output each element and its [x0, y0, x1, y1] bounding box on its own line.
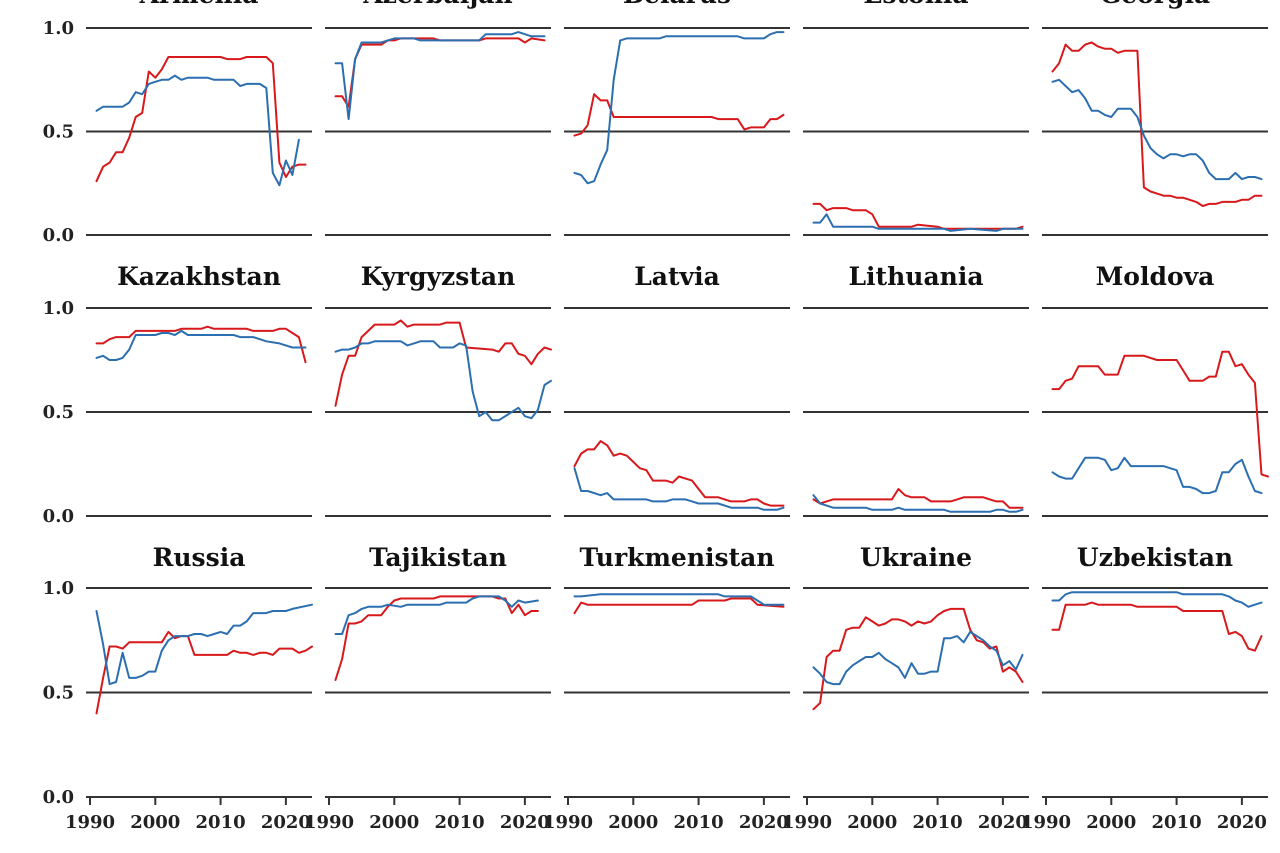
- y-tick-label: 0.0: [43, 225, 74, 246]
- panel-kazakhstan: 0.0 0.5 1.0 Kazakhstan: [43, 262, 312, 527]
- series-line-blue: [812, 630, 1024, 686]
- series-line-blue: [334, 340, 552, 422]
- series-line-red: [334, 319, 552, 407]
- panel-title: Moldova: [1096, 262, 1215, 291]
- series-line-blue: [334, 31, 546, 121]
- x-tick-label: 1990: [1021, 812, 1071, 833]
- series-line-blue: [95, 329, 307, 361]
- panel-georgia: Georgia: [1042, 0, 1268, 236]
- x-tick-label: 2010: [674, 812, 724, 833]
- series-line-blue: [95, 74, 300, 187]
- y-tick-label: 0.5: [43, 402, 74, 423]
- panel-russia: 0.0 0.5 1.0 Russia 1990 2000 2010 2020: [43, 543, 313, 833]
- x-tick-label: 2020: [261, 812, 311, 833]
- series-line-red: [573, 93, 785, 137]
- series-line-blue: [1051, 456, 1263, 495]
- series-line-red: [1051, 350, 1269, 478]
- x-tick-label: 2010: [913, 812, 963, 833]
- series-line-blue: [1051, 591, 1263, 608]
- panel-lithuania: Lithuania: [803, 262, 1029, 517]
- y-tick-label: 0.0: [43, 506, 74, 527]
- y-tick-label: 1.0: [43, 578, 74, 599]
- panel-title: Uzbekistan: [1077, 543, 1233, 572]
- y-tick-label: 1.0: [43, 298, 74, 319]
- x-tick-label: 2000: [608, 812, 658, 833]
- y-tick-label: 1.0: [43, 18, 74, 39]
- series-line-red: [95, 630, 313, 715]
- panel-latvia: Latvia: [564, 262, 790, 517]
- panel-armenia: 0.0 0.5 1.0 Armenia: [43, 0, 312, 246]
- series-line-blue: [334, 595, 539, 635]
- panel-title: Georgia: [1100, 0, 1210, 9]
- x-tick-label: 1990: [782, 812, 832, 833]
- x-tick-label: 2000: [1086, 812, 1136, 833]
- panel-title: Turkmenistan: [579, 543, 774, 572]
- panel-title: Kyrgyzstan: [361, 262, 516, 291]
- series-line-red: [812, 488, 1024, 509]
- y-tick-label: 0.5: [43, 683, 74, 704]
- series-line-blue: [573, 31, 785, 185]
- panel-moldova: Moldova: [1042, 262, 1269, 517]
- x-tick-label: 2000: [130, 812, 180, 833]
- series-line-blue: [95, 603, 313, 686]
- panel-estonia: Estonia: [803, 0, 1029, 236]
- series-line-red: [95, 325, 307, 364]
- x-tick-label: 2000: [847, 812, 897, 833]
- series-line-red: [573, 597, 785, 615]
- series-line-blue: [812, 494, 1024, 513]
- series-line-red: [1051, 41, 1263, 207]
- x-tick-label: 2020: [1217, 812, 1267, 833]
- series-line-red: [573, 440, 785, 507]
- series-line-blue: [812, 213, 1024, 232]
- panel-title: Tajikistan: [369, 543, 507, 572]
- series-line-blue: [1051, 78, 1263, 181]
- x-tick-label: 2010: [196, 812, 246, 833]
- x-tick-label: 2020: [739, 812, 789, 833]
- x-tick-label: 1990: [543, 812, 593, 833]
- x-tick-label: 1990: [65, 812, 115, 833]
- x-tick-label: 2020: [978, 812, 1028, 833]
- y-tick-label: 0.5: [43, 122, 74, 143]
- panel-kyrgyzstan: Kyrgyzstan: [325, 262, 552, 517]
- x-tick-label: 2010: [1152, 812, 1202, 833]
- panel-turkmenistan: Turkmenistan 1990 2000 2010 2020: [543, 543, 790, 833]
- panel-title: Armenia: [139, 0, 259, 9]
- panel-azerbaijan: Azerbaijan: [325, 0, 551, 236]
- x-tick-label: 2000: [369, 812, 419, 833]
- x-tick-label: 2010: [435, 812, 485, 833]
- series-line-red: [1051, 601, 1263, 652]
- panel-belarus: Belarus: [564, 0, 790, 236]
- series-line-red: [334, 37, 546, 108]
- x-tick-label: 2020: [500, 812, 550, 833]
- y-tick-label: 0.0: [43, 787, 74, 808]
- series-line-red: [334, 595, 539, 681]
- panel-title: Azerbaijan: [362, 0, 512, 9]
- panel-title: Russia: [153, 543, 246, 572]
- panel-title: Estonia: [863, 0, 968, 9]
- panel-title: Latvia: [634, 262, 720, 291]
- x-tick-label: 1990: [304, 812, 354, 833]
- panel-tajikistan: Tajikistan 1990 2000 2010 2020: [304, 543, 551, 833]
- series-line-red: [812, 202, 1024, 230]
- panel-ukraine: Ukraine 1990 2000 2010 2020: [782, 543, 1029, 833]
- series-line-blue: [573, 593, 785, 606]
- series-line-red: [95, 56, 307, 183]
- panel-title: Ukraine: [860, 543, 972, 572]
- panel-title: Belarus: [623, 0, 731, 9]
- panel-uzbekistan: Uzbekistan 1990 2000 2010 2020: [1021, 543, 1268, 833]
- series-line-red: [812, 607, 1024, 711]
- series-line-blue: [573, 467, 785, 511]
- panel-title: Kazakhstan: [117, 262, 281, 291]
- panel-title: Lithuania: [848, 262, 983, 291]
